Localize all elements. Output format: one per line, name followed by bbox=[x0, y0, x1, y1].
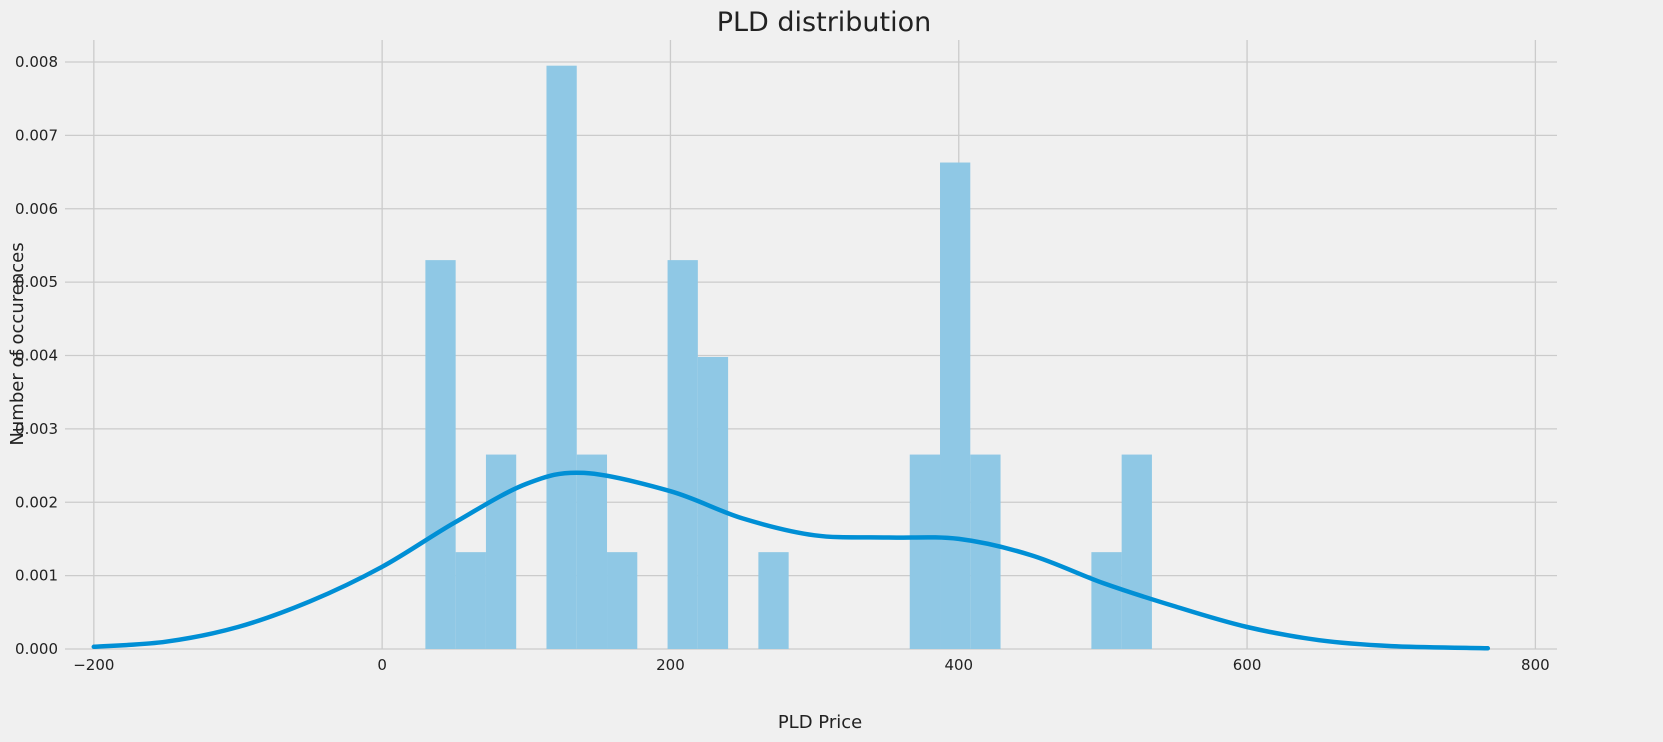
y-tick-label: 0.001 bbox=[15, 567, 58, 585]
y-tick-label: 0.007 bbox=[15, 126, 58, 144]
kde-curve bbox=[91, 470, 1491, 651]
y-tick-label: 0.003 bbox=[15, 420, 58, 438]
y-tick-label: 0.006 bbox=[15, 200, 58, 218]
x-axis-label: PLD Price bbox=[778, 712, 862, 733]
histogram-bars bbox=[425, 65, 1152, 649]
y-axis-label: Number of occurences bbox=[7, 242, 28, 445]
x-tick-label: 200 bbox=[656, 656, 685, 674]
histogram-bar bbox=[425, 260, 456, 649]
histogram-bar bbox=[546, 65, 577, 649]
histogram-bar bbox=[940, 162, 971, 649]
x-tick-label: 400 bbox=[944, 656, 973, 674]
y-tick-label: 0.000 bbox=[15, 640, 58, 658]
x-tick-label: 800 bbox=[1521, 656, 1550, 674]
chart-title: PLD distribution bbox=[717, 7, 932, 38]
x-tick-label: 600 bbox=[1233, 656, 1262, 674]
x-tick-label: 0 bbox=[377, 656, 387, 674]
histogram-bar bbox=[758, 552, 789, 649]
y-tick-label: 0.008 bbox=[15, 53, 58, 71]
y-tick-label: 0.004 bbox=[15, 347, 58, 365]
histogram-bar bbox=[1121, 454, 1152, 649]
histogram-bar bbox=[1091, 552, 1122, 649]
histogram-bar bbox=[576, 454, 608, 649]
histogram-bar bbox=[455, 552, 486, 649]
histogram-bar bbox=[485, 454, 517, 649]
histogram-bar bbox=[909, 454, 941, 649]
y-tick-label: 0.005 bbox=[15, 273, 58, 291]
gridlines bbox=[65, 40, 1557, 650]
y-tick-label: 0.002 bbox=[15, 493, 58, 511]
histogram-bar bbox=[607, 552, 638, 649]
histogram-bar bbox=[970, 454, 1001, 649]
x-tick-label: −200 bbox=[73, 656, 114, 674]
tick-labels: −200 0 200 400 600 800 0.000 0.001 0.002 0.003 0.0… bbox=[15, 53, 1550, 674]
histogram-bar bbox=[667, 260, 698, 649]
